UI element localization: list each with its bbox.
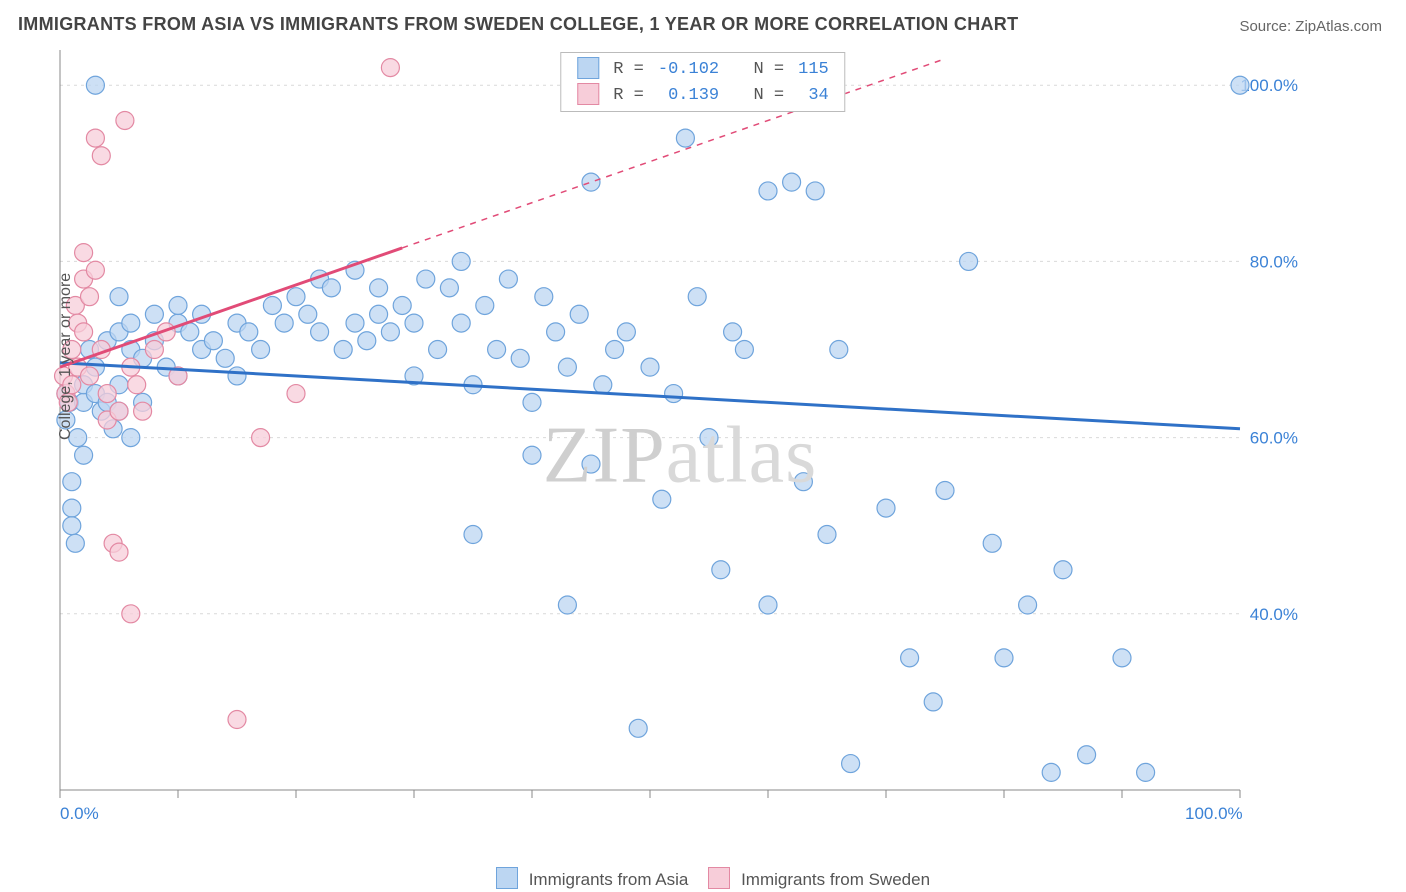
chart-title: IMMIGRANTS FROM ASIA VS IMMIGRANTS FROM … [18, 14, 1018, 35]
source-label: Source: ZipAtlas.com [1239, 18, 1382, 35]
y-axis-label: College, 1 year or more [57, 273, 75, 440]
chart-svg: 40.0% 60.0% 80.0% 100.0% [50, 50, 1310, 830]
svg-text:80.0%: 80.0% [1250, 252, 1298, 271]
svg-text:40.0%: 40.0% [1250, 605, 1298, 624]
x-axis-tick-label: 100.0% [1185, 804, 1243, 824]
series-legend: Immigrants from Asia Immigrants from Swe… [0, 867, 1406, 890]
correlation-chart: College, 1 year or more 40.0% 60.0% 80.0% 1… [50, 50, 1310, 830]
correlation-legend: R =-0.102 N =115R =0.139 N =34 [560, 52, 845, 112]
x-axis-tick-label: 0.0% [60, 804, 99, 824]
svg-text:60.0%: 60.0% [1250, 429, 1298, 448]
